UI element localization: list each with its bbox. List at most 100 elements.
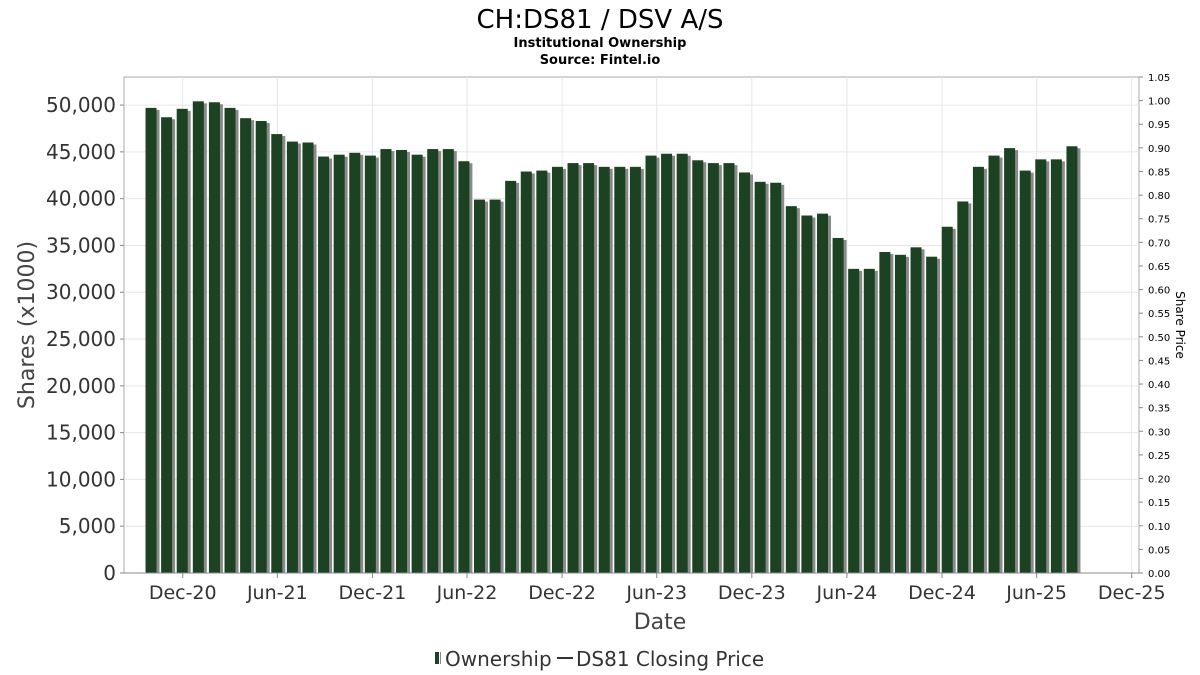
y2-tick-label: 0.30 (1148, 427, 1170, 438)
bar (1066, 146, 1078, 574)
bar (333, 154, 345, 573)
x-tick-label: Dec-21 (339, 582, 407, 604)
y-tick-label: 5,000 (59, 514, 116, 538)
y2-tick-label: 0.15 (1148, 498, 1170, 509)
x-tick-label: Dec-24 (908, 582, 976, 604)
bar (520, 171, 532, 573)
y2-tick-label: 0.05 (1148, 545, 1170, 556)
y2-tick-label: 0.70 (1148, 238, 1170, 249)
bar (349, 152, 361, 573)
legend-ownership-label: Ownership (445, 647, 552, 671)
y-tick-label: 0 (103, 561, 116, 585)
legend-ownership-swatch (435, 652, 439, 664)
x-axis-label: Date (634, 610, 687, 635)
y-tick-label: 30,000 (46, 280, 116, 304)
bar (411, 154, 423, 573)
bar (645, 155, 657, 573)
bar (598, 166, 610, 574)
bar (894, 254, 906, 573)
y-tick-label: 35,000 (46, 233, 116, 257)
bar (396, 149, 408, 574)
bar (473, 199, 485, 573)
y-tick-label: 25,000 (46, 327, 116, 351)
bar (145, 107, 157, 573)
x-tick-label: Dec-20 (149, 582, 217, 604)
bar (754, 181, 766, 573)
legend-price-label: DS81 Closing Price (576, 647, 764, 671)
bar (801, 215, 813, 573)
y2-tick-label: 0.40 (1148, 380, 1170, 391)
bar (286, 141, 298, 573)
y2-axis: 0.00 0.05 0.10 0.15 0.20 0.25 0.30 0.35 0.40 0.45… (1139, 73, 1170, 580)
bar (910, 247, 922, 573)
bar (848, 268, 860, 573)
y2-tick-label: 0.60 (1148, 286, 1170, 297)
bar (770, 182, 782, 573)
bar (192, 101, 204, 573)
bar (583, 163, 595, 573)
y2-tick-label: 1.05 (1148, 73, 1170, 84)
bar (676, 153, 688, 573)
bar (567, 163, 579, 573)
bar (972, 166, 984, 574)
bar (271, 134, 283, 573)
bar (661, 153, 673, 573)
bar (442, 149, 454, 574)
bar (707, 163, 719, 573)
x-tick-label: Dec-22 (528, 582, 596, 604)
y-axis-label: Shares (x1000) (15, 241, 40, 409)
bar (988, 155, 1000, 573)
bar (1019, 170, 1031, 573)
bar (692, 160, 704, 573)
y2-tick-label: 0.90 (1148, 144, 1170, 155)
bar (863, 268, 875, 573)
legend: Ownership DS81 Closing Price (435, 647, 764, 671)
y2-tick-label: 0.65 (1148, 262, 1170, 273)
bars (145, 101, 1081, 574)
bar (941, 226, 953, 574)
bar (614, 166, 626, 574)
chart-subtitle: Institutional Ownership (514, 36, 687, 51)
bar (489, 199, 501, 573)
y-axis: 0 5,000 10,000 15,000 20,000 25,000 30,000 35,0… (46, 93, 124, 585)
y2-tick-label: 0.85 (1148, 167, 1170, 178)
y2-tick-label: 0.35 (1148, 404, 1170, 415)
bar (1035, 159, 1047, 573)
bar (723, 163, 735, 573)
x-tick-label: Jun-23 (625, 582, 687, 604)
y-tick-label: 40,000 (46, 187, 116, 211)
y-tick-label: 50,000 (46, 93, 116, 117)
y2-tick-label: 0.45 (1148, 356, 1170, 367)
y2-tick-label: 0.00 (1148, 569, 1170, 580)
chart-title: CH:DS81 / DSV A/S (477, 5, 724, 35)
bar (161, 117, 173, 573)
y2-tick-label: 0.55 (1148, 309, 1170, 320)
x-tick-label: Dec-23 (718, 582, 786, 604)
chart-source: Source: Fintel.io (540, 53, 661, 68)
bar (427, 149, 439, 574)
x-tick-label: Jun-25 (1005, 582, 1067, 604)
y2-tick-label: 0.20 (1148, 475, 1170, 486)
bar (739, 172, 751, 573)
bar (208, 102, 220, 574)
bar (926, 256, 938, 573)
bar (176, 108, 188, 573)
x-tick-label: Jun-22 (436, 582, 498, 604)
x-tick-label: Jun-21 (246, 582, 308, 604)
y2-tick-label: 0.10 (1148, 522, 1170, 533)
bar (832, 237, 844, 573)
x-tick-label: Jun-24 (816, 582, 878, 604)
x-axis: Dec-20 Jun-21 Dec-21 Jun-22 Dec-22 Jun-23 Dec-… (124, 572, 1166, 604)
y2-tick-label: 0.50 (1148, 333, 1170, 344)
y2-tick-label: 0.80 (1148, 191, 1170, 202)
bar (318, 156, 330, 573)
y2-tick-label: 1.00 (1148, 97, 1170, 108)
bar (458, 161, 470, 573)
bar (1050, 159, 1062, 573)
y-tick-label: 45,000 (46, 140, 116, 164)
bar (957, 201, 969, 573)
bar (536, 170, 548, 573)
bar (1004, 148, 1016, 574)
bar (224, 107, 236, 573)
